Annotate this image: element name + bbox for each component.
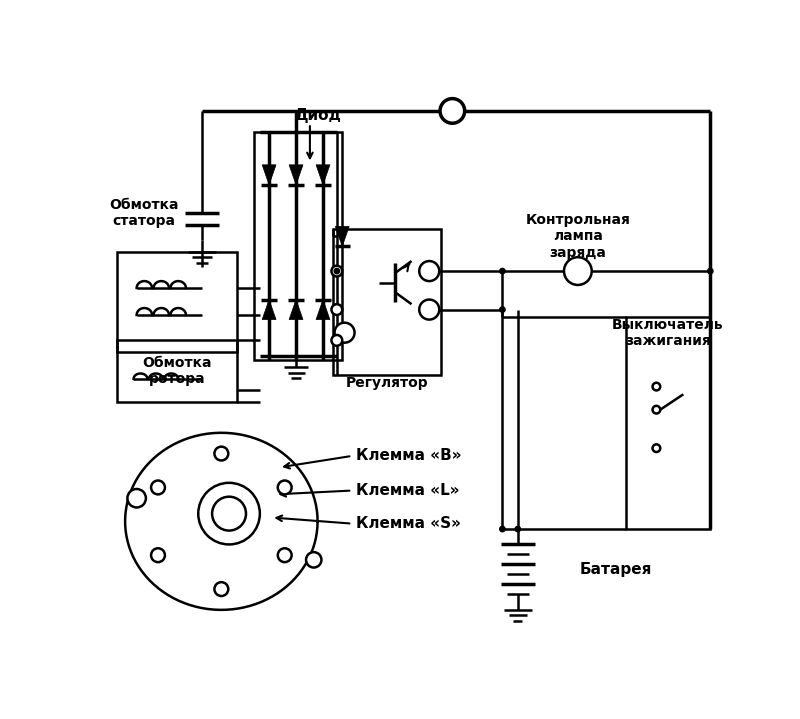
Text: Выключатель
зажигания: Выключатель зажигания: [612, 318, 724, 348]
Bar: [118, 252, 237, 352]
Text: E: E: [341, 328, 348, 338]
Circle shape: [151, 549, 165, 562]
Polygon shape: [316, 165, 330, 185]
Circle shape: [331, 266, 342, 277]
Circle shape: [653, 444, 660, 452]
Circle shape: [653, 406, 660, 413]
Polygon shape: [335, 226, 349, 247]
Polygon shape: [289, 300, 303, 319]
Text: Обмотка
ротора: Обмотка ротора: [142, 356, 211, 386]
Circle shape: [419, 300, 439, 319]
Text: Регулятор: Регулятор: [346, 376, 428, 390]
Circle shape: [334, 268, 339, 274]
Text: B: B: [448, 104, 457, 117]
Text: Клемма «S»: Клемма «S»: [356, 516, 461, 531]
Text: Обмотка
статора: Обмотка статора: [110, 198, 179, 229]
Polygon shape: [316, 300, 330, 319]
Circle shape: [212, 497, 246, 531]
Bar: [118, 340, 237, 402]
Circle shape: [500, 268, 505, 274]
Circle shape: [278, 549, 292, 562]
Text: Контрольная
лампа
заряда: Контрольная лампа заряда: [526, 214, 630, 260]
Circle shape: [440, 99, 465, 123]
Circle shape: [419, 261, 439, 281]
Circle shape: [515, 526, 521, 532]
Circle shape: [151, 480, 165, 495]
Bar: [626, 317, 710, 529]
Polygon shape: [289, 165, 303, 185]
Text: L: L: [426, 266, 433, 276]
Circle shape: [127, 489, 146, 508]
Polygon shape: [262, 300, 276, 319]
Text: Клемма «B»: Клемма «B»: [356, 449, 462, 463]
Circle shape: [564, 257, 592, 285]
Circle shape: [653, 383, 660, 390]
Circle shape: [198, 483, 260, 544]
Text: Батарея: Батарея: [579, 562, 652, 577]
Text: S: S: [426, 305, 434, 315]
Circle shape: [500, 526, 505, 532]
Text: Клемма «L»: Клемма «L»: [356, 483, 459, 498]
Circle shape: [500, 307, 505, 312]
Circle shape: [331, 304, 342, 315]
Circle shape: [214, 446, 228, 460]
Circle shape: [331, 335, 342, 346]
Text: Диод: Диод: [294, 108, 342, 123]
Circle shape: [708, 268, 713, 274]
Circle shape: [306, 552, 322, 567]
Polygon shape: [262, 165, 276, 185]
Circle shape: [214, 582, 228, 596]
Bar: [333, 229, 441, 375]
Bar: [254, 132, 342, 360]
Circle shape: [334, 323, 354, 343]
Circle shape: [278, 480, 292, 495]
